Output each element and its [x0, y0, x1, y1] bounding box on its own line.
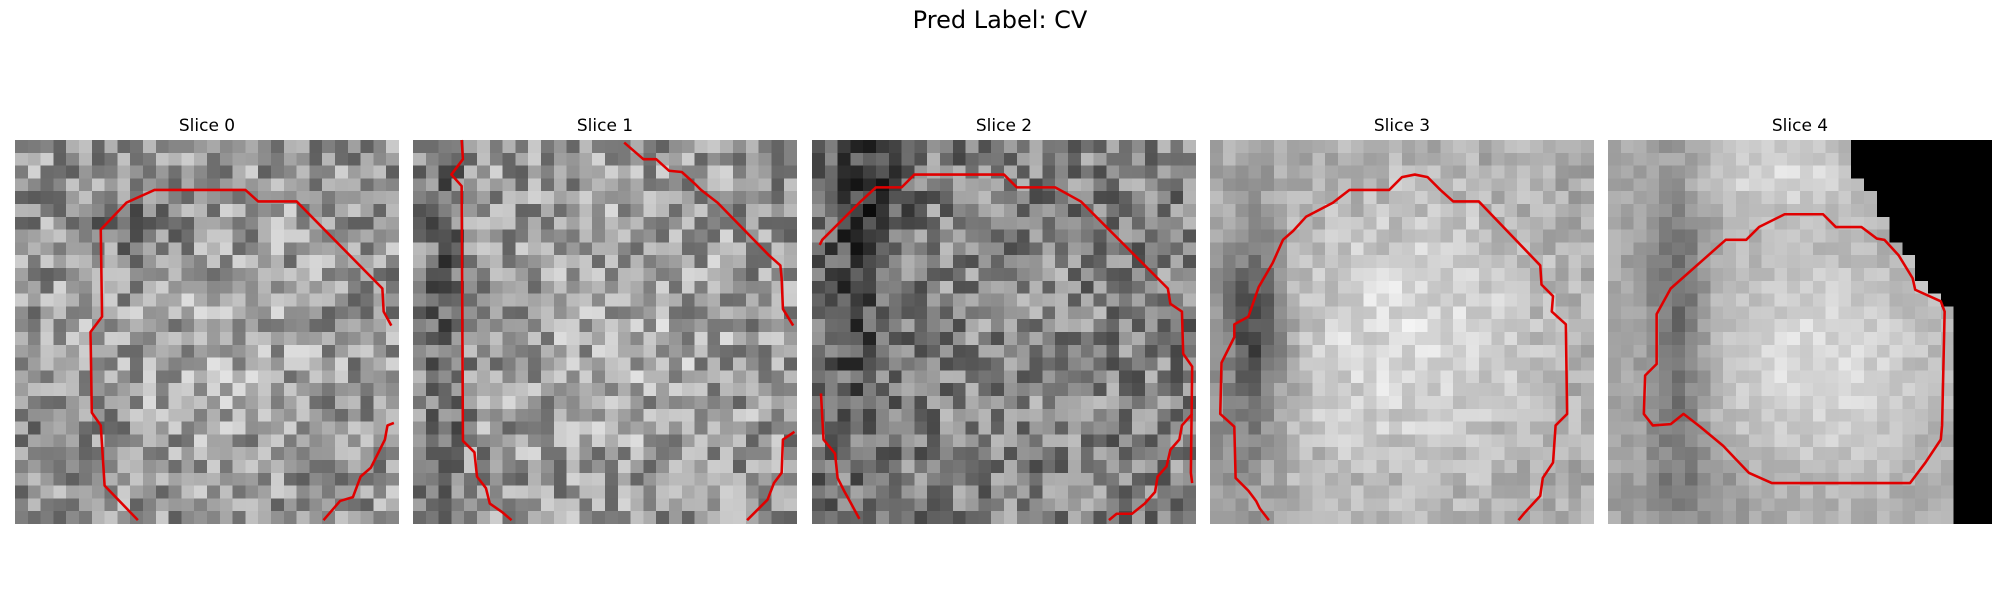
contour-line-1b — [623, 141, 795, 327]
contour-overlay-4 — [1642, 212, 1946, 485]
contour-line-2a — [818, 173, 1194, 484]
slice-image-2 — [812, 140, 1196, 524]
slice-title-2: Slice 2 — [975, 116, 1033, 136]
contour-overlay-0 — [89, 188, 395, 522]
slice-title-0: Slice 0 — [178, 116, 236, 136]
contour-overlay-2 — [818, 173, 1194, 522]
slice-panel-4: Slice 4 — [1608, 115, 1992, 524]
contour-line-1c — [746, 430, 796, 522]
contour-line-0b — [322, 421, 395, 521]
slice-image-0 — [15, 140, 399, 524]
ct-slice-canvas-2 — [812, 140, 1196, 524]
slice-image-4 — [1608, 140, 1992, 524]
contour-line-1a — [450, 139, 513, 522]
contour-line-2c — [1108, 413, 1194, 522]
contour-line-2b — [819, 393, 861, 520]
slice-image-1 — [413, 139, 797, 524]
slice-title-1: Slice 1 — [576, 116, 634, 136]
slice-panel-2: Slice 2 — [812, 115, 1196, 524]
contour-line-3a — [1218, 173, 1569, 521]
ct-slice-canvas-3 — [1210, 140, 1594, 524]
slice-title-4: Slice 4 — [1771, 116, 1829, 136]
contour-line-4a — [1642, 212, 1946, 485]
contour-overlay-1 — [450, 139, 796, 522]
slice-image-3 — [1210, 140, 1594, 524]
ct-slice-canvas-0 — [15, 140, 399, 524]
slice-panel-0: Slice 0 — [15, 115, 399, 524]
slice-panel-3: Slice 3 — [1210, 115, 1594, 524]
contour-overlay-3 — [1218, 173, 1569, 521]
ct-slice-canvas-1 — [413, 140, 797, 524]
slice-panel-1: Slice 1 — [413, 115, 797, 524]
slice-title-3: Slice 3 — [1373, 116, 1431, 136]
contour-line-0a — [89, 188, 393, 522]
figure-title: Pred Label: CV — [912, 6, 1088, 34]
